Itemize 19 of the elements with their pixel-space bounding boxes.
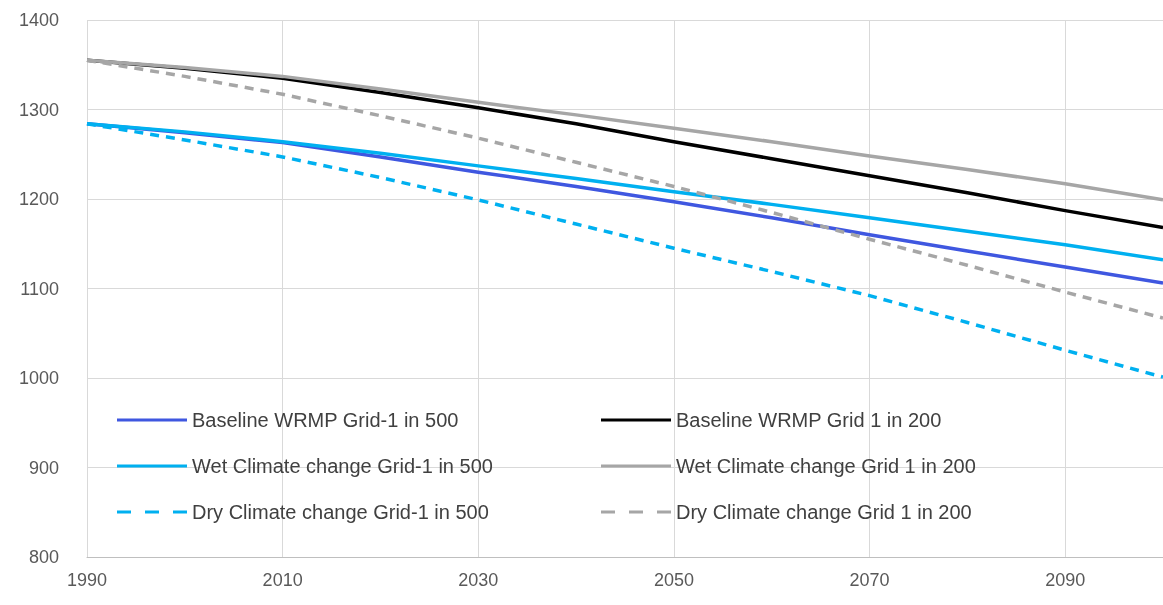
- x-tick-label: 1990: [66, 570, 108, 590]
- y-tick-label: 1100: [20, 278, 59, 299]
- legend-label: Wet Climate change Grid-1 in 500: [192, 455, 493, 477]
- y-tick-label: 1200: [18, 189, 59, 209]
- x-tick-label: 2090: [1045, 570, 1086, 590]
- legend-label: Dry Climate change Grid 1 in 200: [676, 501, 972, 523]
- x-tick-label: 2010: [262, 570, 303, 590]
- legend-label: Baseline WRMP Grid 1 in 200: [676, 409, 942, 431]
- y-tick-label: 1400: [18, 10, 59, 30]
- y-tick-label: 900: [28, 457, 59, 478]
- legend-label: Baseline WRMP Grid-1 in 500: [192, 409, 459, 431]
- x-tick-label: 2030: [458, 570, 499, 590]
- x-tick-label: 2050: [653, 570, 694, 590]
- y-tick-label: 1000: [18, 368, 59, 388]
- legend-label: Wet Climate change Grid 1 in 200: [676, 455, 976, 477]
- legend-label: Dry Climate change Grid-1 in 500: [192, 501, 489, 523]
- y-tick-label: 800: [28, 547, 59, 567]
- y-tick-label: 1300: [18, 99, 59, 120]
- x-tick-label: 2070: [849, 570, 890, 590]
